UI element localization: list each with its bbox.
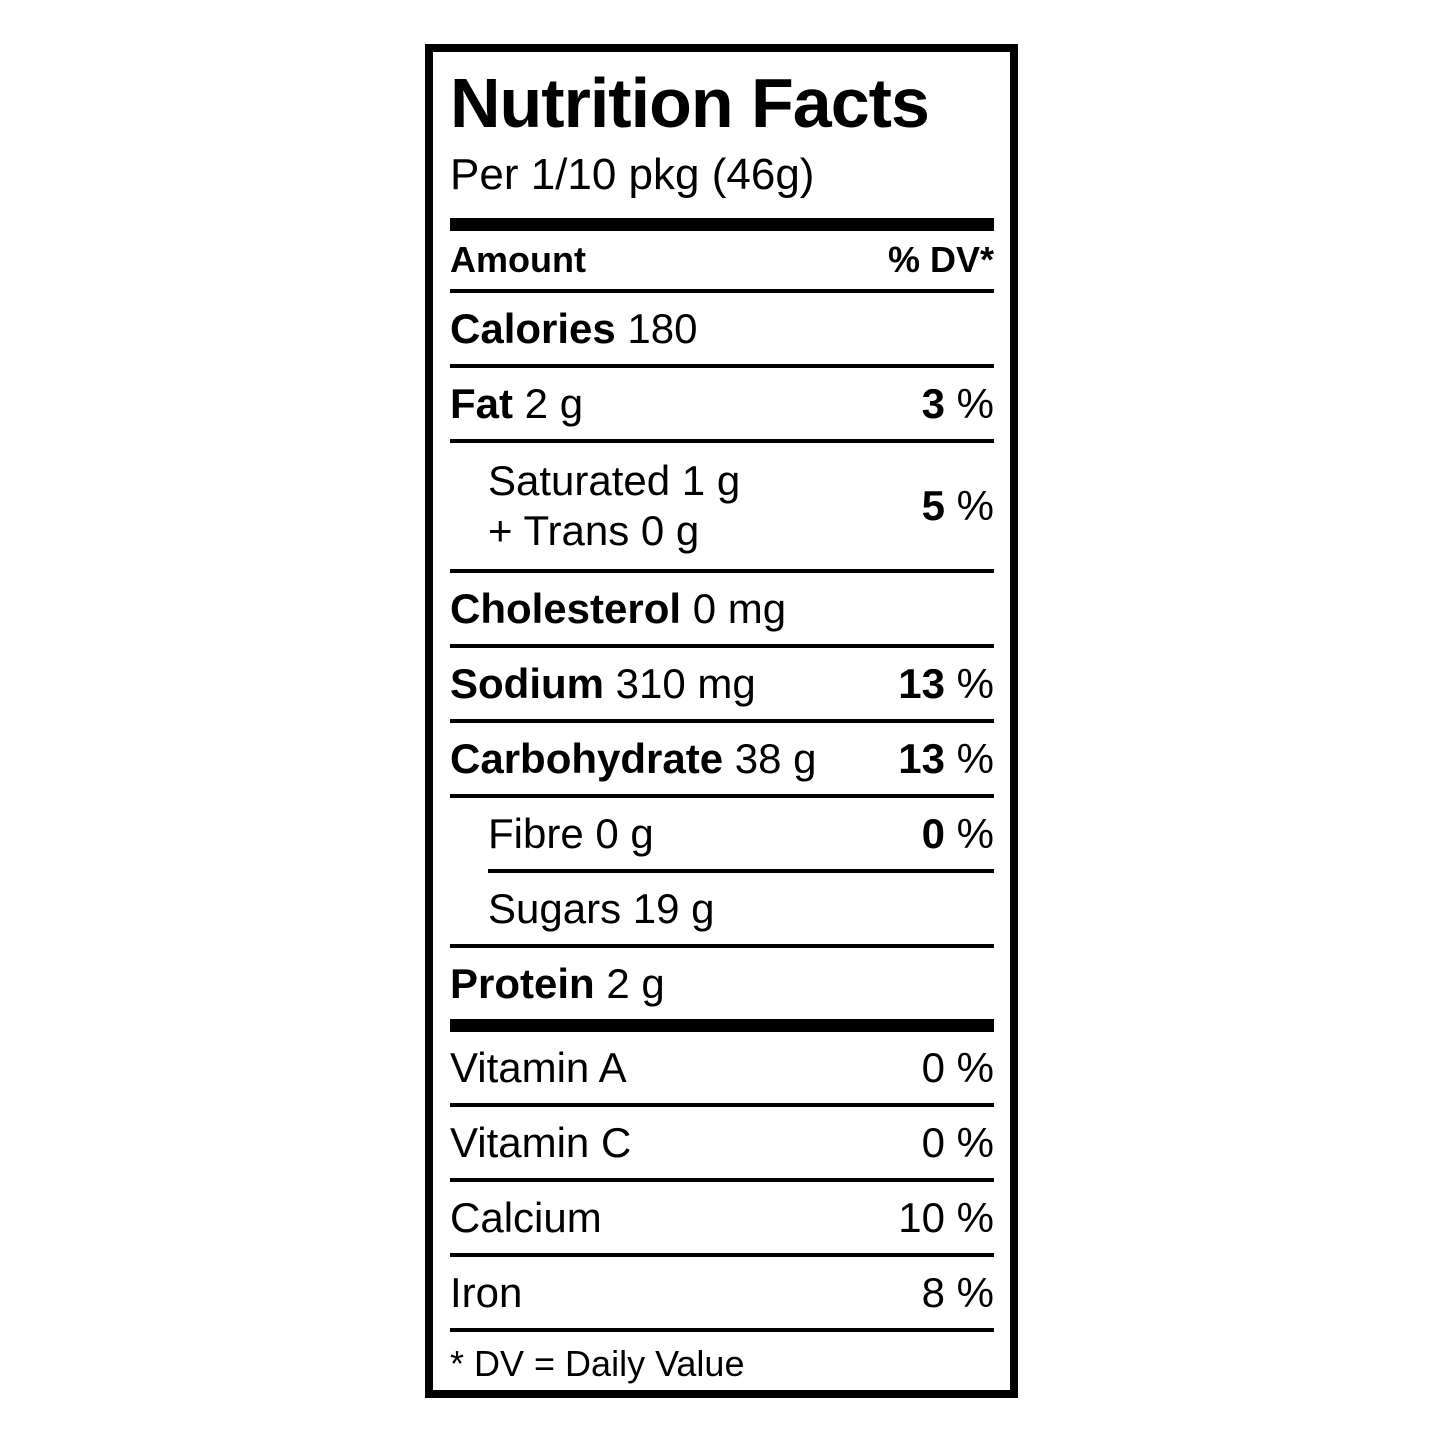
row-saturated-trans: Saturated 1 g + Trans 0 g 5 % [450,443,994,569]
saturated-dv: 5 % [921,482,994,530]
row-fibre: Fibre 0 g 0 % [450,798,994,869]
row-vitamin-c: Vitamin C 0 % [450,1107,994,1178]
divider [450,794,994,799]
divider [450,1328,994,1333]
divider [450,364,994,369]
divider [450,644,994,649]
label-title: Nutrition Facts [450,64,930,142]
sodium-dv: 13 % [898,659,994,707]
fibre-value: 0 g [595,809,654,857]
sodium-value: 310 mg [615,659,756,707]
column-amount-label: Amount [450,239,586,281]
cholesterol-label: Cholesterol [450,584,682,632]
nutrition-facts-label: Nutrition Facts Per 1/10 pkg (46g) Amoun… [425,44,1018,1398]
cholesterol-value: 0 mg [692,584,787,632]
row-cholesterol: Cholesterol 0 mg [450,573,994,644]
sugars-label: Sugars [488,884,622,932]
divider [450,439,994,444]
divider [450,719,994,724]
thick-divider-micronutrients [450,1019,994,1033]
row-calories: Calories 180 [450,293,994,364]
fat-label: Fat [450,379,513,427]
carbohydrate-dv: 13 % [898,734,994,782]
fat-dv: 3 % [921,379,994,427]
row-sugars: Sugars 19 g [450,873,994,944]
row-iron: Iron 8 % [450,1257,994,1328]
fibre-label: Fibre [488,809,584,857]
protein-value: 2 g [606,959,665,1007]
column-dv-label: % DV* [887,239,994,281]
row-vitamin-a: Vitamin A 0 % [450,1032,994,1103]
vitamin-a-label: Vitamin A [450,1043,627,1091]
row-carbohydrate: Carbohydrate 38 g 13 % [450,723,994,794]
vitamin-c-label: Vitamin C [450,1118,632,1166]
fat-value: 2 g [524,379,584,427]
fibre-dv: 0 % [921,809,994,857]
divider [450,1253,994,1258]
thick-divider-top [450,218,994,232]
calories-value: 180 [627,304,698,352]
iron-label: Iron [450,1268,523,1316]
calories-label: Calories [450,304,616,352]
divider [450,944,994,949]
vitamin-a-dv: 0 % [921,1043,994,1091]
protein-label: Protein [450,959,595,1007]
row-sodium: Sodium 310 mg 13 % [450,648,994,719]
carbohydrate-value: 38 g [734,734,817,782]
divider [450,1103,994,1108]
saturated-fat-line: Saturated 1 g [488,457,741,504]
serving-size: Per 1/10 pkg (46g) [450,150,815,200]
divider-indented [488,869,994,874]
row-fat: Fat 2 g 3 % [450,368,994,439]
trans-fat-line: + Trans 0 g [488,507,700,555]
calcium-dv: 10 % [898,1193,994,1241]
divider [450,289,994,294]
sodium-label: Sodium [450,659,604,707]
vitamin-c-dv: 0 % [921,1118,994,1166]
carbohydrate-label: Carbohydrate [450,734,724,782]
row-calcium: Calcium 10 % [450,1182,994,1253]
divider [450,569,994,574]
calcium-label: Calcium [450,1193,602,1241]
sugars-value: 19 g [632,884,715,932]
iron-dv: 8 % [921,1268,994,1316]
divider [450,1178,994,1183]
column-header-row: Amount % DV* [450,231,994,289]
row-protein: Protein 2 g [450,948,994,1019]
dv-footnote: * DV = Daily Value [450,1343,745,1385]
